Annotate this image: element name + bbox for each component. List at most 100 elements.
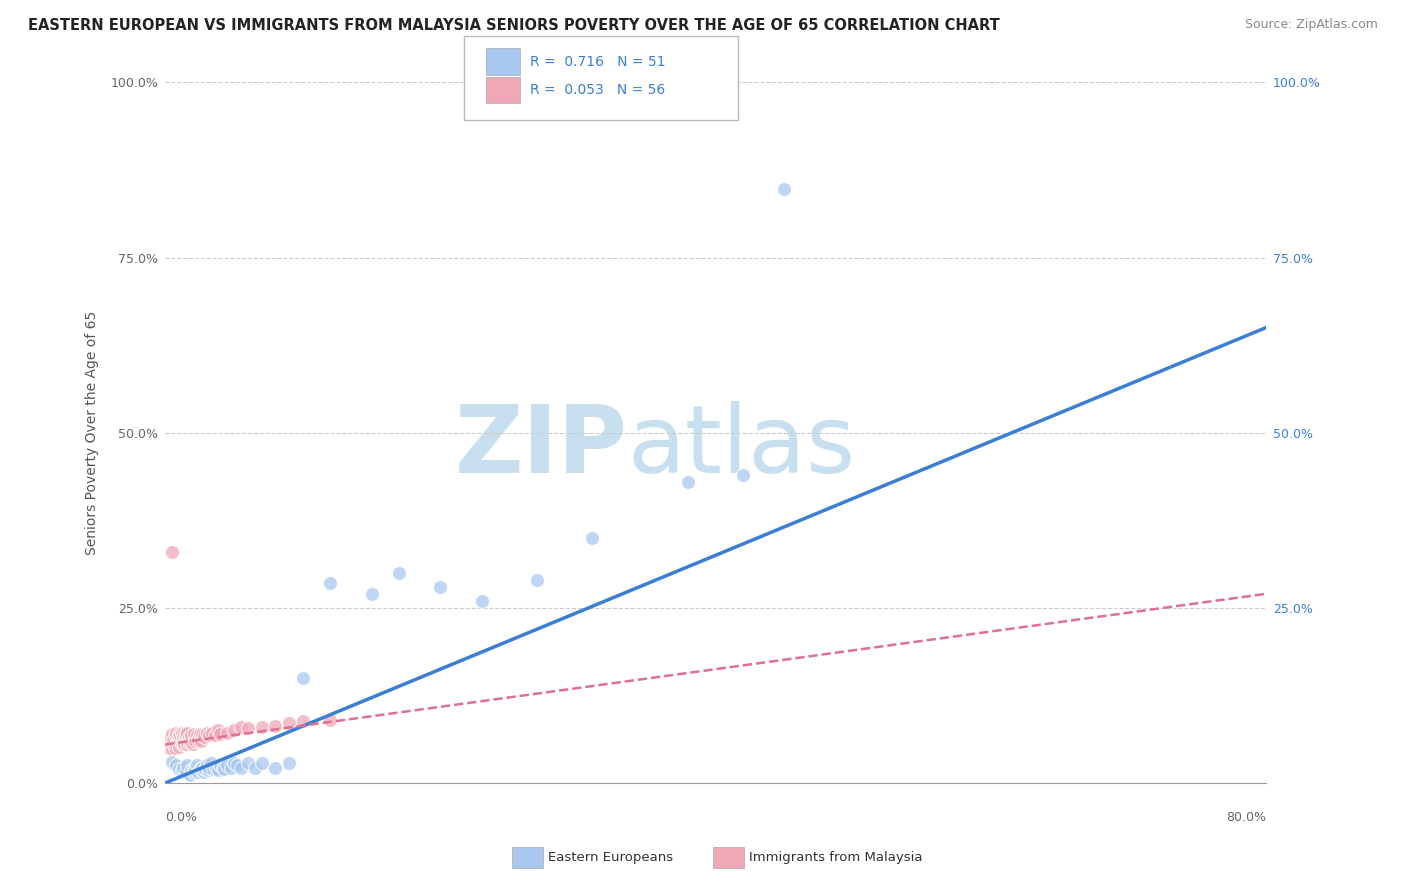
Point <box>207 723 229 738</box>
Point <box>176 725 198 739</box>
Point <box>191 761 214 775</box>
Point <box>193 765 215 780</box>
Point <box>162 738 184 752</box>
Point <box>166 731 188 745</box>
Point <box>229 761 252 775</box>
Point <box>172 761 194 775</box>
Point <box>190 764 212 778</box>
Point <box>198 761 221 775</box>
Point <box>179 734 201 748</box>
Point <box>193 731 215 745</box>
Point <box>177 735 200 749</box>
Point <box>195 758 218 772</box>
Point <box>202 762 225 776</box>
Point <box>195 725 218 739</box>
Point <box>187 765 209 780</box>
Point <box>278 716 301 731</box>
Point <box>183 727 205 741</box>
Point <box>169 728 191 742</box>
Point <box>156 738 179 752</box>
Text: Source: ZipAtlas.com: Source: ZipAtlas.com <box>1244 18 1378 31</box>
Point <box>188 727 211 741</box>
Text: R =  0.053   N = 56: R = 0.053 N = 56 <box>530 83 665 97</box>
Point <box>162 732 184 747</box>
Point <box>157 741 180 756</box>
Text: 80.0%: 80.0% <box>1226 811 1265 824</box>
Point <box>194 762 217 776</box>
Point <box>217 758 239 772</box>
Text: ZIP: ZIP <box>454 401 627 492</box>
Point <box>264 718 287 732</box>
Point <box>217 725 239 739</box>
Point <box>191 728 214 742</box>
Point <box>170 738 193 752</box>
Point <box>360 587 382 601</box>
Point <box>581 531 603 545</box>
Point <box>172 731 194 745</box>
Point <box>676 475 699 489</box>
Point <box>264 761 287 775</box>
Point <box>167 727 190 741</box>
Point <box>186 728 208 742</box>
Point <box>170 725 193 739</box>
Point <box>165 738 187 752</box>
Point <box>181 738 204 752</box>
Point <box>165 758 187 772</box>
Point <box>176 758 198 772</box>
Point <box>250 720 273 734</box>
Point <box>173 738 195 752</box>
Point <box>180 728 202 742</box>
Point <box>173 727 195 741</box>
Point <box>200 756 222 771</box>
Point <box>236 722 259 736</box>
Point <box>291 714 314 729</box>
Point <box>236 756 259 771</box>
Point <box>225 758 247 772</box>
Point <box>160 727 183 741</box>
Point <box>733 467 755 482</box>
Point <box>166 735 188 749</box>
Text: R =  0.716   N = 51: R = 0.716 N = 51 <box>530 54 665 69</box>
Point <box>180 764 202 778</box>
Point <box>160 755 183 769</box>
Point <box>319 713 342 727</box>
Y-axis label: Seniors Poverty Over the Age of 65: Seniors Poverty Over the Age of 65 <box>86 310 100 555</box>
Point <box>278 756 301 771</box>
Point <box>187 732 209 747</box>
Point <box>176 738 198 752</box>
Point <box>388 566 411 580</box>
Point <box>165 725 187 739</box>
Point <box>773 182 796 196</box>
Point <box>188 762 211 776</box>
Point <box>207 764 229 778</box>
Point <box>209 758 232 772</box>
Point <box>205 761 228 775</box>
Point <box>209 727 232 741</box>
Text: EASTERN EUROPEAN VS IMMIGRANTS FROM MALAYSIA SENIORS POVERTY OVER THE AGE OF 65 : EASTERN EUROPEAN VS IMMIGRANTS FROM MALA… <box>28 18 1000 33</box>
Point <box>319 576 342 591</box>
Point <box>222 723 245 738</box>
Point <box>222 756 245 771</box>
Point <box>177 731 200 745</box>
Point <box>429 580 451 594</box>
Point <box>219 761 242 775</box>
Text: atlas: atlas <box>627 401 856 492</box>
Point <box>183 765 205 780</box>
Point <box>172 735 194 749</box>
Point <box>229 720 252 734</box>
Point <box>160 545 183 559</box>
Text: Eastern Europeans: Eastern Europeans <box>548 851 673 863</box>
Point <box>163 741 186 756</box>
Point <box>159 731 181 745</box>
Point <box>198 728 221 742</box>
Text: Immigrants from Malaysia: Immigrants from Malaysia <box>749 851 922 863</box>
Point <box>160 742 183 756</box>
Point <box>174 728 197 742</box>
Point <box>190 734 212 748</box>
Point <box>186 758 208 772</box>
Point <box>174 734 197 748</box>
Point <box>250 756 273 771</box>
Point <box>214 762 236 776</box>
Point <box>201 725 224 739</box>
Point <box>167 739 190 754</box>
